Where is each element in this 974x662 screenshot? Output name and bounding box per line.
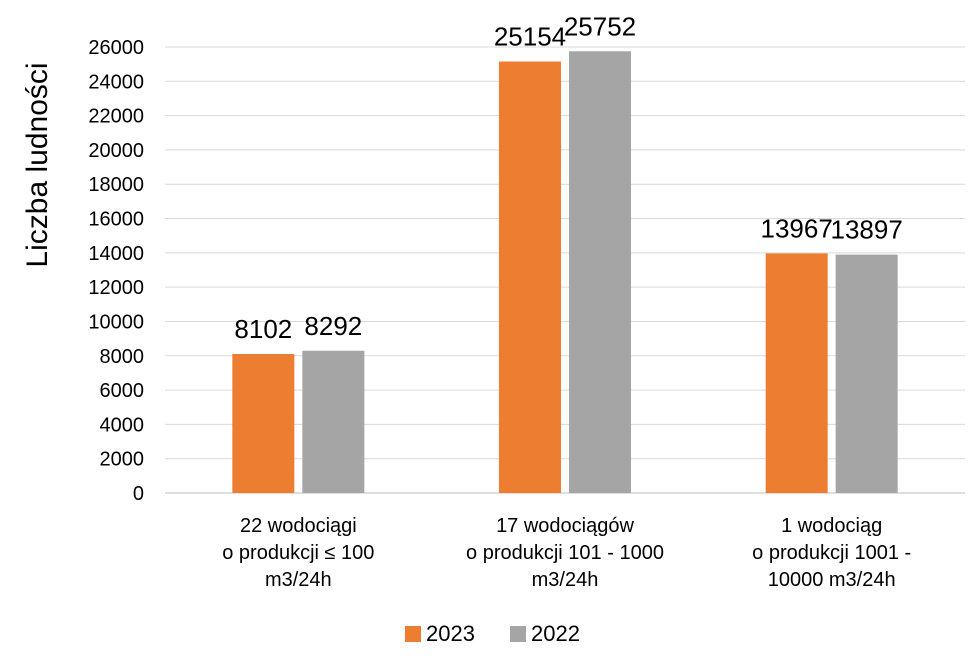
- y-tick-label: 22000: [88, 106, 144, 128]
- legend-label: 2022: [531, 621, 580, 646]
- y-tick-label: 4000: [100, 414, 145, 436]
- y-tick-label: 6000: [100, 380, 145, 402]
- y-tick-label: 16000: [88, 209, 144, 231]
- y-tick-label: 8000: [100, 346, 145, 368]
- y-tick-label: 24000: [88, 71, 144, 93]
- data-label: 25154: [494, 22, 566, 52]
- data-label: 13897: [831, 215, 903, 245]
- y-tick-label: 10000: [88, 311, 144, 333]
- x-axis-labels: 22 wodociągi o produkcji ≤ 100 m3/24h 17 wo…: [222, 515, 911, 591]
- x-category-label: 1 wodociąg o produkcji 1001 -10000 m3/24h: [752, 515, 911, 591]
- y-axis-ticks: 0 2000 4000 6000 8000 10000 12000 14000 16000 180…: [88, 37, 144, 505]
- y-tick-label: 0: [133, 483, 144, 505]
- data-label: 8102: [234, 314, 292, 344]
- data-label: 25752: [564, 11, 636, 41]
- bar-2023-0: [232, 354, 295, 493]
- y-tick-label: 26000: [88, 37, 144, 59]
- y-tick-label: 18000: [88, 174, 144, 196]
- data-label: 8292: [304, 311, 362, 341]
- legend-swatch: [510, 626, 526, 642]
- y-tick-label: 14000: [88, 243, 144, 265]
- bar-2022-0: [302, 350, 365, 493]
- y-tick-label: 20000: [88, 140, 144, 162]
- bars: [232, 51, 898, 494]
- bar-2022-1: [569, 51, 631, 494]
- legend-swatch: [405, 626, 421, 642]
- bar-2023-1: [499, 61, 561, 494]
- gridlines: [165, 46, 965, 494]
- data-label: 13967: [761, 213, 833, 243]
- y-axis-title: Liczba ludności: [21, 62, 54, 267]
- y-tick-label: 2000: [100, 449, 145, 471]
- bar-2022-2: [835, 254, 898, 493]
- y-tick-label: 12000: [88, 277, 144, 299]
- legend: 2023 2022: [405, 621, 580, 646]
- bar-2023-2: [765, 253, 828, 493]
- x-category-label: 17 wodociągów o produkcji 101 - 1000 m3/24…: [466, 515, 664, 591]
- legend-label: 2023: [426, 621, 475, 646]
- x-category-label: 22 wodociągi o produkcji ≤ 100 m3/24h: [222, 515, 374, 591]
